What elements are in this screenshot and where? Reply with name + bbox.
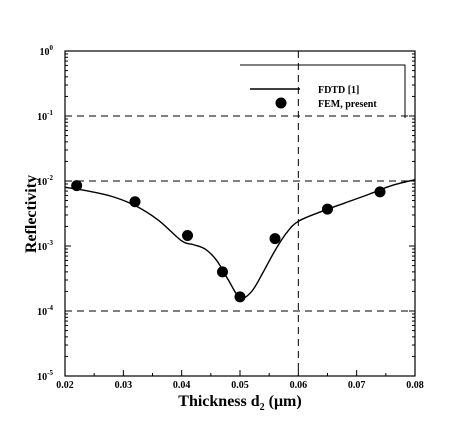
x-axis-label: Thickness d2 (μm) (178, 393, 301, 413)
series-fdtd (64, 178, 416, 299)
legend: FDTD [1] FEM, present (240, 64, 406, 118)
fem-point (71, 180, 83, 192)
grid-lines (65, 51, 415, 376)
y-axis-label: Reflectivity (23, 175, 40, 253)
x-tick-labels: 0.02 0.03 0.04 0.05 0.06 0.07 0.08 (56, 380, 424, 391)
legend-border (240, 64, 406, 118)
fem-point (217, 266, 228, 278)
fem-point (234, 291, 246, 303)
fem-point (182, 230, 193, 242)
fem-point (322, 203, 333, 215)
fem-point (129, 196, 141, 208)
y-tick-label: 100 (40, 44, 54, 58)
series-fem (71, 180, 386, 303)
legend-marker-swatch (275, 97, 287, 109)
y-tick-label: 10-2 (37, 174, 53, 188)
y-tick-label: 10-5 (37, 369, 53, 383)
x-tick-label: 0.05 (231, 380, 249, 391)
x-tick-label: 0.04 (173, 380, 191, 391)
y-tick-label: 10-1 (37, 109, 53, 123)
fem-point (374, 186, 386, 198)
fdtd-line (64, 178, 416, 299)
x-tick-label: 0.02 (56, 380, 74, 391)
x-tick-label: 0.08 (406, 380, 424, 391)
y-tick-label: 10-4 (37, 304, 53, 318)
legend-label-fem: FEM, present (318, 99, 377, 110)
y-tick-label: 10-3 (37, 239, 53, 253)
x-tick-label: 0.07 (348, 380, 366, 391)
legend-label-fdtd: FDTD [1] (318, 85, 359, 96)
fem-point (269, 233, 281, 245)
x-tick-label: 0.03 (115, 380, 133, 391)
x-tick-label: 0.06 (290, 380, 308, 391)
y-tick-labels: 100 10-1 10-2 10-3 10-4 10-5 (37, 44, 53, 383)
